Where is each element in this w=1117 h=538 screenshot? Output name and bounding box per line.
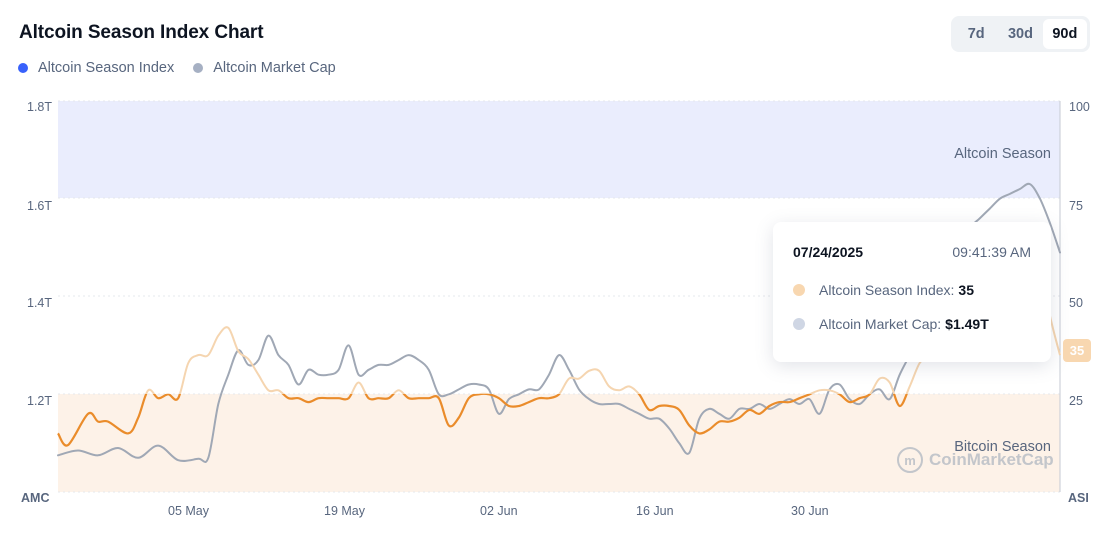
right-tick: 100 [1069,100,1090,114]
altcoin-season-label: Altcoin Season [954,146,1051,162]
watermark-text: CoinMarketCap [929,450,1054,469]
right-axis-title: ASI [1068,491,1089,505]
x-tick: 05 May [168,504,210,518]
time-range-selector: 7d 30d 90d [951,16,1090,52]
range-90d-button[interactable]: 90d [1042,19,1087,49]
x-tick: 30 Jun [791,504,829,518]
altcoin-season-index-line-above[interactable] [58,261,1061,445]
tooltip-mcap-dot-icon [793,318,805,330]
tooltip-row-index: Altcoin Season Index: 35 [793,282,1031,298]
current-index-badge: 35 [1063,339,1091,362]
altcoin-market-cap-line[interactable] [57,182,1061,464]
range-30d-button[interactable]: 30d [1007,26,1033,42]
tooltip-mcap-label: Altcoin Market Cap: [819,316,942,332]
right-tick: 25 [1069,394,1083,408]
legend-item-altcoin-season-index[interactable]: Altcoin Season Index [18,60,174,76]
range-7d-button[interactable]: 7d [967,26,985,42]
tooltip-mcap-value: $1.49T [945,316,989,332]
x-tick: 19 May [324,504,366,518]
legend-dot-index-icon [18,63,28,73]
left-tick: 1.8T [27,100,52,114]
left-tick: 1.4T [27,296,52,310]
tooltip-date: 07/24/2025 [793,244,864,260]
altcoin-season-index-line-below[interactable] [57,262,1060,447]
x-tick: 16 Jun [636,504,674,518]
right-tick: 75 [1069,199,1083,213]
legend-label: Altcoin Market Cap [213,60,336,76]
coinmarketcap-logo-icon: m [897,447,923,473]
legend-item-altcoin-market-cap[interactable]: Altcoin Market Cap [193,60,336,76]
left-tick: 1.6T [27,199,52,213]
coinmarketcap-watermark: m CoinMarketCap [897,447,1054,473]
page-title: Altcoin Season Index Chart [19,22,264,43]
tooltip-index-label: Altcoin Season Index: [819,282,955,298]
x-tick: 02 Jun [480,504,518,518]
left-tick: 1.2T [27,394,52,408]
tooltip-index-dot-icon [793,284,805,296]
chart-legend: Altcoin Season Index Altcoin Market Cap [18,60,355,76]
tooltip-time: 09:41:39 AM [952,244,1031,260]
legend-dot-mcap-icon [193,63,204,73]
legend-label: Altcoin Season Index [38,60,175,76]
tooltip-index-value: 35 [958,282,974,298]
chart-tooltip: 07/24/2025 09:41:39 AM Altcoin Season In… [773,222,1051,362]
right-tick: 50 [1069,296,1083,310]
altcoin-season-zone [58,101,1060,198]
left-axis-title: AMC [21,491,49,505]
bitcoin-season-zone [58,394,1060,492]
tooltip-row-mcap: Altcoin Market Cap: $1.49T [793,316,1031,332]
bitcoin-season-label: Bitcoin Season [954,439,1051,455]
